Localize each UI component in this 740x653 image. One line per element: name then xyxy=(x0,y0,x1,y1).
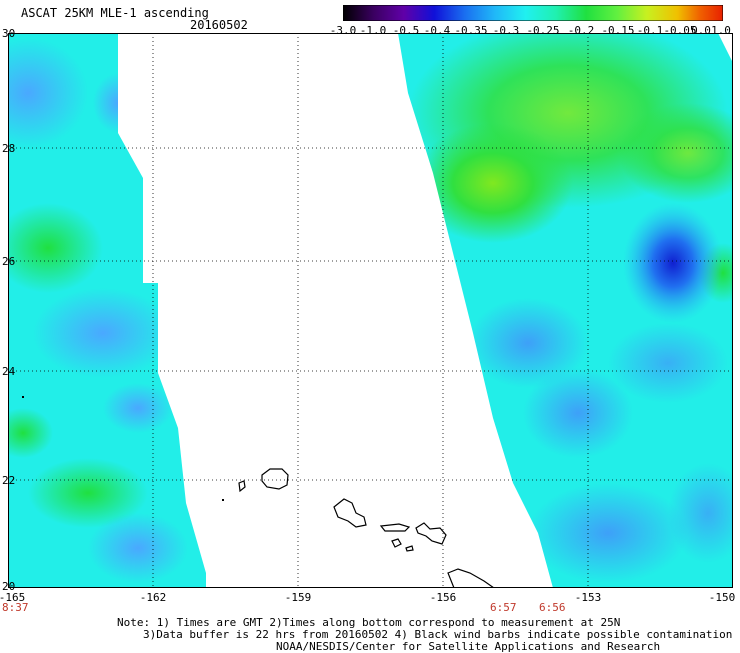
lon-label: -156 xyxy=(429,591,457,604)
footnote-line-2: 3)Data buffer is 22 hrs from 20160502 4)… xyxy=(143,628,733,641)
lat-label: 28 xyxy=(2,142,16,155)
lat-label: 20 xyxy=(2,580,16,593)
island-kauai xyxy=(261,468,289,490)
time-label: 6:56 xyxy=(539,601,566,614)
lon-label: -165 xyxy=(0,591,26,604)
island-oahu xyxy=(333,498,367,528)
footnote-line-1: Note: 1) Times are GMT 2)Times along bot… xyxy=(117,616,621,629)
lat-label: 22 xyxy=(2,474,16,487)
product-date: 20160502 xyxy=(190,18,248,32)
map-plot xyxy=(8,33,733,588)
island-niihau xyxy=(238,480,246,493)
lon-label: -153 xyxy=(574,591,602,604)
contamination-marks xyxy=(22,396,224,501)
hawaiian-islands xyxy=(238,468,496,588)
plot-frame xyxy=(8,33,733,588)
lat-label: 24 xyxy=(2,365,16,378)
lon-label: -162 xyxy=(139,591,167,604)
footnote-credit: NOAA/NESDIS/Center for Satellite Applica… xyxy=(276,640,661,653)
island-molokai xyxy=(379,523,411,532)
colorbar xyxy=(343,5,723,21)
island-hawaii xyxy=(447,568,496,588)
island-maui xyxy=(415,522,447,545)
lat-label: 30 xyxy=(2,27,16,40)
time-label: 8:37 xyxy=(2,601,29,614)
island-lanai xyxy=(391,538,402,548)
lon-label: -150 xyxy=(708,591,736,604)
right-swath xyxy=(398,33,733,588)
time-label: 6:57 xyxy=(490,601,517,614)
product-title: ASCAT 25KM MLE-1 ascending xyxy=(21,6,209,20)
lat-lon-grid xyxy=(8,33,733,588)
left-swath xyxy=(8,33,206,588)
island-kahoolawe xyxy=(405,545,414,552)
lon-label: -159 xyxy=(284,591,312,604)
lat-label: 26 xyxy=(2,255,16,268)
